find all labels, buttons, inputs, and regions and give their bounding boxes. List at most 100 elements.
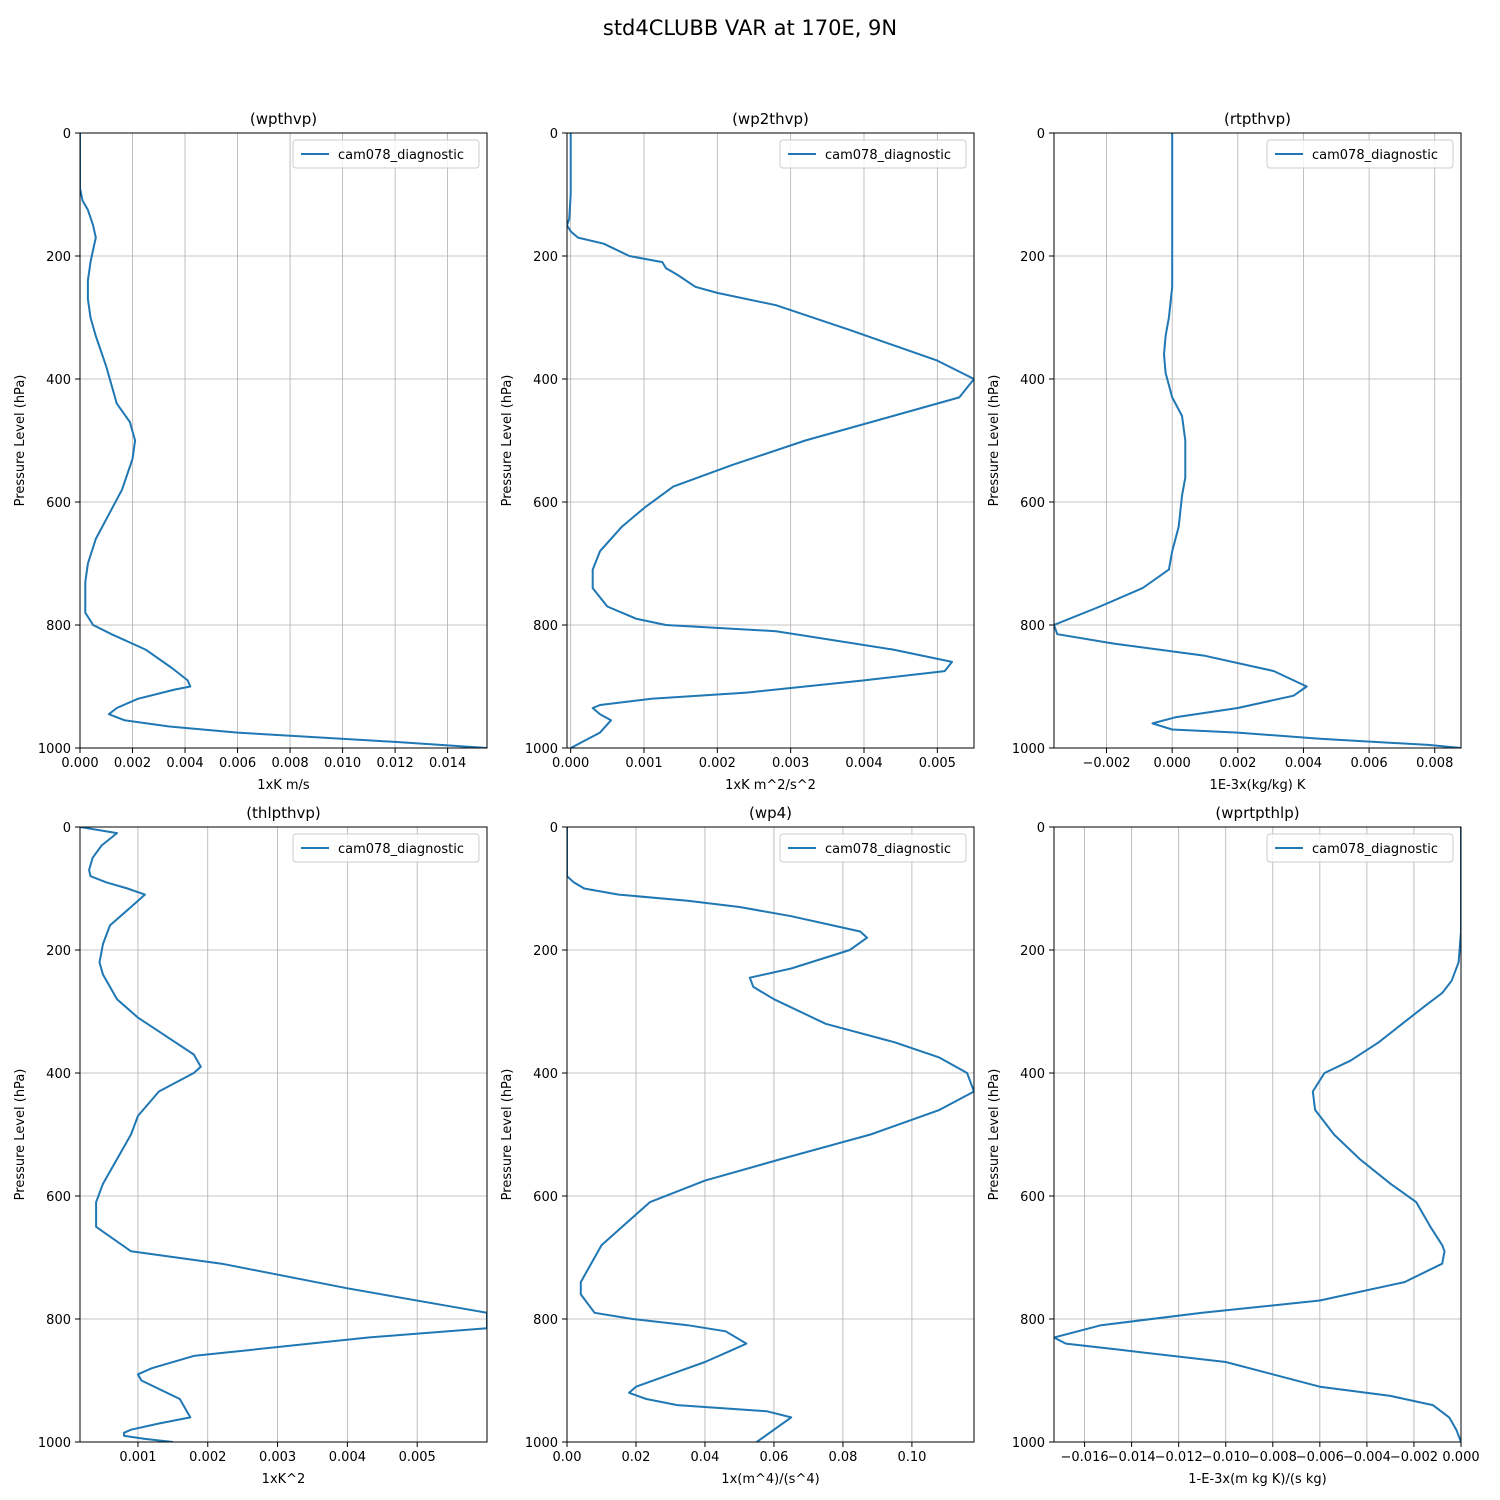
- x-tick-label: 0.005: [399, 1450, 436, 1465]
- legend-box: [779, 139, 967, 169]
- x-tick-label: −0.016: [1061, 1450, 1109, 1465]
- legend: cam078_diagnostic: [1266, 139, 1454, 169]
- x-tick-label: 0.04: [690, 1450, 719, 1465]
- x-tick-label: 0.02: [622, 1450, 651, 1465]
- y-tick-label: 1000: [525, 742, 558, 757]
- y-tick-label: 200: [46, 250, 71, 265]
- x-tick-label: −0.002: [1082, 756, 1130, 771]
- axes-frame: [1053, 826, 1462, 1443]
- x-tick-label: 0.06: [759, 1450, 788, 1465]
- y-tick-label: 600: [1020, 1190, 1045, 1205]
- x-tick-label: 0.004: [1285, 756, 1322, 771]
- x-axis-label: 1x(m^4)/(s^4): [721, 1472, 819, 1487]
- legend-label: cam078_diagnostic: [825, 842, 951, 857]
- x-tick-label: −0.002: [1390, 1450, 1438, 1465]
- subplot-title: (wprtpthlp): [1215, 804, 1299, 822]
- subplot-6: −0.016−0.014−0.012−0.010−0.008−0.006−0.0…: [987, 804, 1480, 1487]
- legend-box: [1266, 139, 1454, 169]
- figure-title: std4CLUBB VAR at 170E, 9N: [602, 16, 898, 40]
- y-tick-label: 400: [1020, 373, 1045, 388]
- x-tick-label: 0.00: [553, 1450, 582, 1465]
- legend: cam078_diagnostic: [1266, 833, 1454, 863]
- x-tick-label: 0.008: [271, 756, 308, 771]
- x-tick-label: 0.001: [625, 756, 662, 771]
- legend: cam078_diagnostic: [779, 139, 967, 169]
- x-tick-label: 0.10: [897, 1450, 926, 1465]
- legend: cam078_diagnostic: [292, 833, 480, 863]
- x-tick-label: 0.002: [114, 756, 151, 771]
- series-line: [567, 827, 974, 1442]
- y-axis-label: Pressure Level (hPa): [500, 375, 515, 507]
- series-line: [80, 827, 487, 1442]
- legend-label: cam078_diagnostic: [1312, 148, 1438, 163]
- y-tick-label: 800: [533, 1313, 558, 1328]
- x-tick-label: 0.005: [919, 756, 956, 771]
- y-axis-label: Pressure Level (hPa): [13, 1069, 28, 1201]
- x-axis-label: 1xK^2: [262, 1472, 306, 1487]
- x-tick-label: 0.006: [1350, 756, 1387, 771]
- subplot-title: (rtpthvp): [1224, 110, 1291, 128]
- subplot-5: 0.00 0.02 0.04 0.06 0.08 0.10 0 200 400 600 800 100…: [500, 804, 975, 1487]
- y-tick-label: 400: [46, 373, 71, 388]
- legend-box: [292, 833, 480, 863]
- y-tick-label: 600: [533, 1190, 558, 1205]
- x-tick-label: 0.012: [376, 756, 413, 771]
- x-tick-label: 0.000: [1442, 1450, 1479, 1465]
- x-tick-label: −0.012: [1155, 1450, 1203, 1465]
- axes-frame: [566, 826, 975, 1443]
- y-tick-label: 1000: [525, 1436, 558, 1451]
- y-tick-label: 1000: [38, 742, 71, 757]
- x-axis-label: 1E-3x(kg/kg) K: [1210, 778, 1306, 793]
- y-tick-label: 0: [550, 127, 558, 142]
- y-tick-label: 600: [533, 496, 558, 511]
- y-tick-label: 400: [46, 1067, 71, 1082]
- y-tick-label: 1000: [1012, 1436, 1045, 1451]
- y-tick-label: 0: [63, 821, 71, 836]
- subplot-3: −0.002 0.000 0.002 0.004 0.006 0.008 0 200 400 60…: [987, 110, 1462, 793]
- y-tick-label: 200: [533, 250, 558, 265]
- x-axis-label: 1xK m/s: [257, 778, 310, 793]
- x-tick-label: −0.008: [1249, 1450, 1297, 1465]
- x-tick-label: 0.006: [219, 756, 256, 771]
- x-tick-label: −0.010: [1202, 1450, 1250, 1465]
- subplot-2: 0.000 0.001 0.002 0.003 0.004 0.005 0 200 400 600…: [500, 110, 975, 793]
- x-tick-label: 0.000: [552, 756, 589, 771]
- legend-label: cam078_diagnostic: [338, 842, 464, 857]
- axes-frame: [79, 132, 488, 749]
- legend-box: [292, 139, 480, 169]
- axes-frame: [79, 826, 488, 1443]
- legend-label: cam078_diagnostic: [338, 148, 464, 163]
- x-axis-label: 1-E-3x(m kg K)/(s kg): [1188, 1472, 1326, 1487]
- y-tick-label: 800: [46, 619, 71, 634]
- y-tick-label: 400: [1020, 1067, 1045, 1082]
- x-axis-label: 1xK m^2/s^2: [725, 778, 816, 793]
- axes-frame: [1053, 132, 1462, 749]
- y-tick-label: 0: [1037, 127, 1045, 142]
- y-axis-label: Pressure Level (hPa): [987, 1069, 1002, 1201]
- x-tick-label: −0.006: [1296, 1450, 1344, 1465]
- y-tick-label: 600: [46, 496, 71, 511]
- series-line: [567, 133, 974, 748]
- y-tick-label: 200: [1020, 250, 1045, 265]
- y-tick-label: 600: [1020, 496, 1045, 511]
- y-tick-label: 0: [63, 127, 71, 142]
- y-tick-label: 1000: [38, 1436, 71, 1451]
- y-tick-label: 0: [550, 821, 558, 836]
- subplot-title: (wp2thvp): [732, 110, 809, 128]
- x-tick-label: 0.014: [429, 756, 466, 771]
- subplot-4: 0.001 0.002 0.003 0.004 0.005 0 200 400 600 800 10…: [13, 804, 488, 1487]
- y-tick-label: 800: [533, 619, 558, 634]
- x-tick-label: 0.004: [166, 756, 203, 771]
- y-axis-label: Pressure Level (hPa): [500, 1069, 515, 1201]
- y-tick-label: 600: [46, 1190, 71, 1205]
- y-tick-label: 200: [533, 944, 558, 959]
- subplot-title: (wpthvp): [250, 110, 317, 128]
- y-axis-label: Pressure Level (hPa): [13, 375, 28, 507]
- x-tick-label: 0.002: [189, 1450, 226, 1465]
- x-tick-label: 0.003: [259, 1450, 296, 1465]
- x-tick-label: 0.004: [845, 756, 882, 771]
- legend-label: cam078_diagnostic: [825, 148, 951, 163]
- legend-label: cam078_diagnostic: [1312, 842, 1438, 857]
- y-tick-label: 0: [1037, 821, 1045, 836]
